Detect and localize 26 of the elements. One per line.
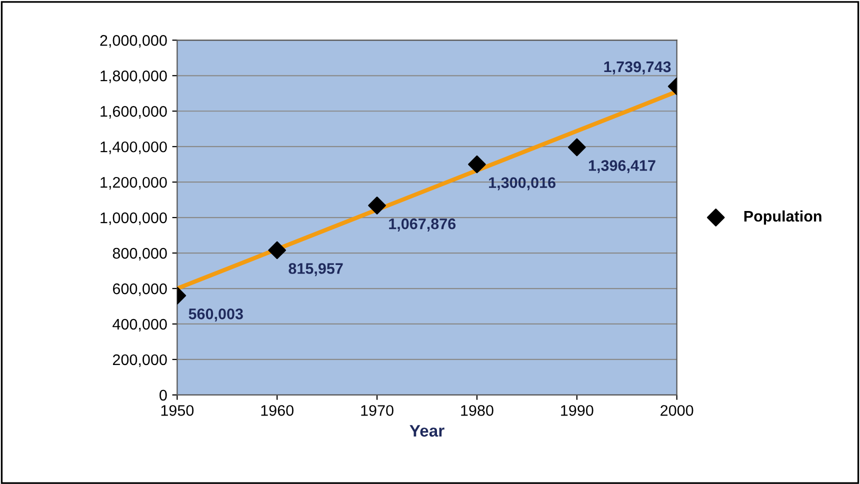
x-tick-label: 1970	[361, 405, 394, 416]
x-axis-title: Year	[410, 425, 444, 437]
x-tick-label: 2000	[660, 405, 694, 416]
x-tick-label: 1990	[561, 405, 594, 416]
x-tick-label: 1960	[261, 405, 294, 416]
point	[468, 155, 486, 174]
legend-label: Population	[744, 210, 822, 225]
y-tick-label: 1,800,000	[100, 70, 167, 84]
data-label: 815,957	[288, 263, 343, 276]
y-tick-label: 800,000	[112, 248, 167, 261]
y-tick-label: 400,000	[112, 318, 167, 332]
point	[368, 196, 386, 214]
data-label: 1,067,876	[389, 218, 456, 232]
y-tick-label: 1,400,000	[100, 141, 167, 154]
y-tick-label: 600,000	[112, 283, 167, 296]
y-tick-label: 0	[160, 390, 167, 401]
y-tick-label: 200,000	[112, 354, 167, 367]
data-label: 1,396,417	[588, 160, 656, 174]
x-tick-label: 1980	[461, 405, 494, 416]
y-tick-label: 1,200,000	[100, 176, 167, 190]
y-tick-label: 1,600,000	[100, 106, 167, 119]
y-tick-label: 2,000,000	[100, 35, 167, 48]
data-label: 1,739,743	[604, 61, 671, 74]
y-tick-label: 1,000,000	[100, 212, 167, 226]
data-label: 560,003	[188, 308, 243, 322]
x-tick-label: 1950	[161, 405, 194, 416]
